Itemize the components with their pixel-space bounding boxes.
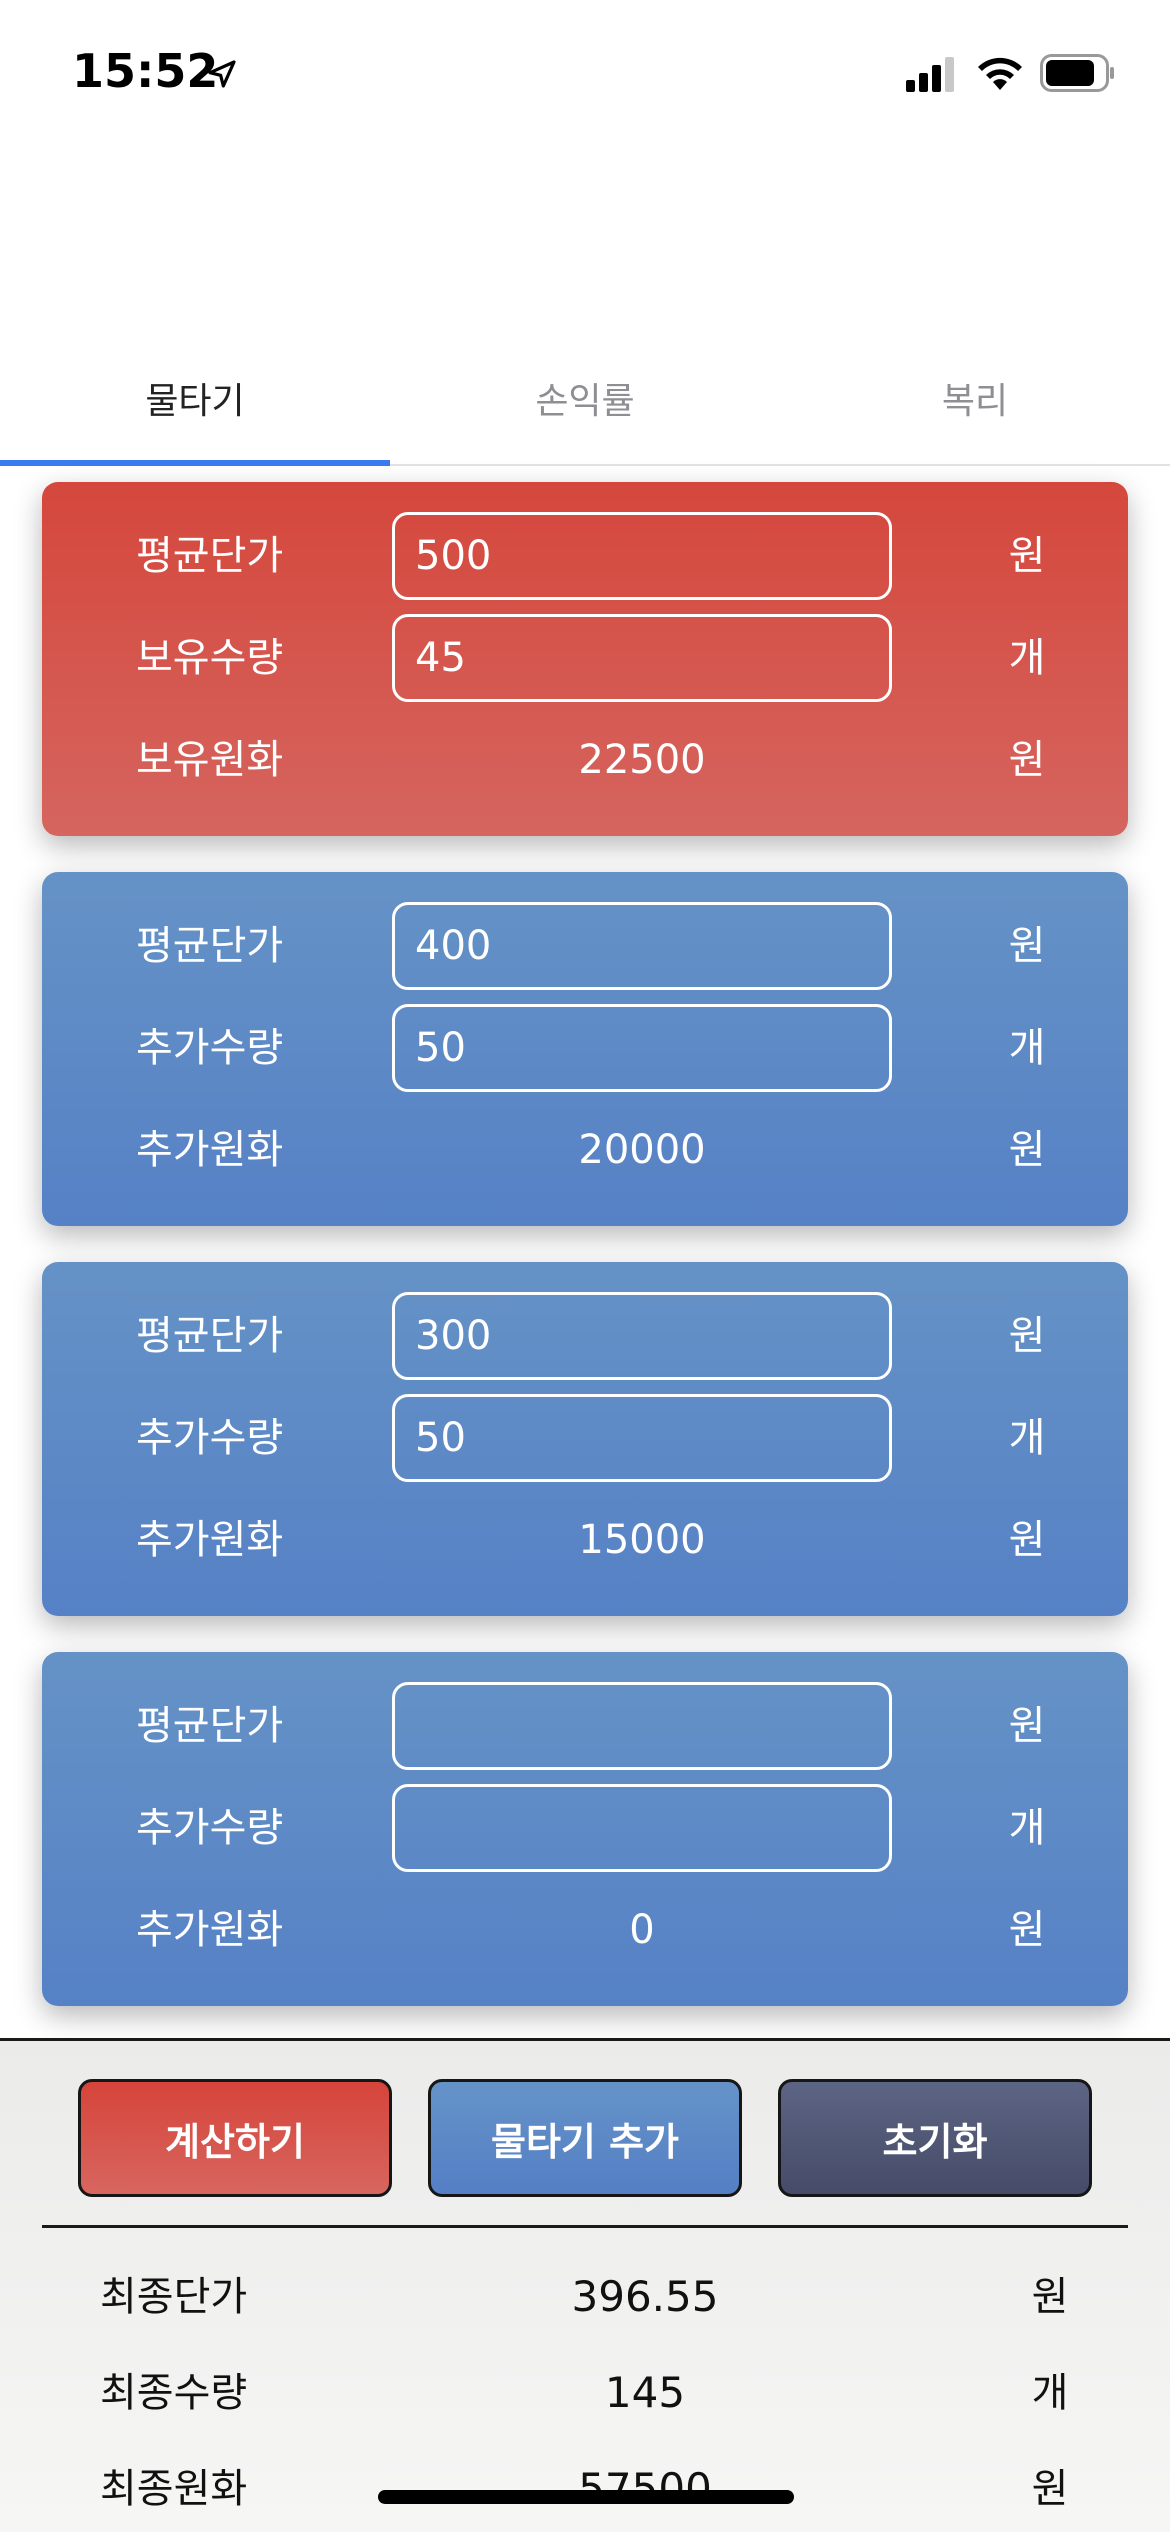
quantity-label: 추가수량 xyxy=(136,1805,284,1851)
amount-value: 15000 xyxy=(578,1517,706,1563)
card-row: 추가수량 개 xyxy=(42,1004,1128,1092)
unit-label: 원 xyxy=(1031,2466,1069,2512)
divider xyxy=(42,2225,1128,2228)
quantity-input[interactable] xyxy=(392,1004,892,1092)
tab-compound-interest[interactable]: 복리 xyxy=(941,381,1009,422)
additional-buy-card: 평균단가 원 추가수량 개 추가원화 20000 원 xyxy=(42,872,1128,1226)
quantity-label: 추가수량 xyxy=(136,1415,284,1461)
amount-label: 추가원화 xyxy=(136,1907,284,1953)
result-row: 최종수량 145 개 xyxy=(0,2353,1170,2433)
tab-bar: 물타기 손익률 복리 xyxy=(0,330,1170,466)
amount-label: 추가원화 xyxy=(136,1517,284,1563)
avg-price-label: 평균단가 xyxy=(136,1313,284,1359)
unit-label: 원 xyxy=(1008,737,1046,783)
amount-value: 0 xyxy=(629,1907,655,1953)
card-row: 평균단가 원 xyxy=(42,902,1128,990)
avg-price-label: 평균단가 xyxy=(136,533,284,579)
unit-label: 원 xyxy=(1008,1703,1046,1749)
add-averaging-button[interactable]: 물타기 추가 xyxy=(428,2079,742,2197)
avg-price-input[interactable] xyxy=(392,902,892,990)
result-row: 최종원화 57500 원 xyxy=(0,2449,1170,2529)
avg-price-label: 평균단가 xyxy=(136,1703,284,1749)
card-row: 추가수량 개 xyxy=(42,1784,1128,1872)
bottom-panel: 계산하기 물타기 추가 초기화 최종단가 396.55 원 최종수량 145 개… xyxy=(0,2038,1170,2532)
unit-label: 원 xyxy=(1008,923,1046,969)
quantity-label: 추가수량 xyxy=(136,1025,284,1071)
avg-price-input[interactable] xyxy=(392,512,892,600)
card-row: 평균단가 원 xyxy=(42,1292,1128,1380)
status-bar: 15:52 xyxy=(0,0,1170,150)
amount-value: 22500 xyxy=(578,737,706,783)
holding-card: 평균단가 원 보유수량 개 보유원화 22500 원 xyxy=(42,482,1128,836)
additional-buy-card: 평균단가 원 추가수량 개 추가원화 0 원 xyxy=(42,1652,1128,2006)
card-row: 추가원화 20000 원 xyxy=(42,1106,1128,1194)
tab-averaging[interactable]: 물타기 xyxy=(145,381,245,422)
quantity-label: 보유수량 xyxy=(136,635,284,681)
unit-label: 원 xyxy=(1008,1313,1046,1359)
unit-label: 개 xyxy=(1031,2370,1069,2416)
additional-buy-card: 평균단가 원 추가수량 개 추가원화 15000 원 xyxy=(42,1262,1128,1616)
card-row: 평균단가 원 xyxy=(42,1682,1128,1770)
unit-label: 원 xyxy=(1031,2274,1069,2320)
card-row: 추가원화 15000 원 xyxy=(42,1496,1128,1584)
unit-label: 원 xyxy=(1008,1907,1046,1953)
unit-label: 원 xyxy=(1008,1517,1046,1563)
unit-label: 개 xyxy=(1008,1025,1046,1071)
final-amount-value: 57500 xyxy=(578,2464,712,2513)
result-row: 최종단가 396.55 원 xyxy=(0,2257,1170,2337)
wifi-icon xyxy=(978,57,1022,90)
unit-label: 원 xyxy=(1008,533,1046,579)
avg-price-label: 평균단가 xyxy=(136,923,284,969)
final-amount-label: 최종원화 xyxy=(100,2466,248,2512)
location-arrow-icon xyxy=(208,60,236,88)
final-price-label: 최종단가 xyxy=(100,2274,248,2320)
card-row: 평균단가 원 xyxy=(42,512,1128,600)
amount-label: 추가원화 xyxy=(136,1127,284,1173)
card-row: 보유원화 22500 원 xyxy=(42,716,1128,804)
card-row: 추가원화 0 원 xyxy=(42,1886,1128,1974)
quantity-input[interactable] xyxy=(392,1394,892,1482)
battery-icon xyxy=(1040,54,1114,92)
unit-label: 원 xyxy=(1008,1127,1046,1173)
final-quantity-label: 최종수량 xyxy=(100,2370,248,2416)
card-row: 보유수량 개 xyxy=(42,614,1128,702)
card-row: 추가수량 개 xyxy=(42,1394,1128,1482)
unit-label: 개 xyxy=(1008,635,1046,681)
tab-profit-rate[interactable]: 손익률 xyxy=(535,381,635,422)
final-price-value: 396.55 xyxy=(571,2272,719,2321)
avg-price-input[interactable] xyxy=(392,1682,892,1770)
reset-button[interactable]: 초기화 xyxy=(778,2079,1092,2197)
calculate-button[interactable]: 계산하기 xyxy=(78,2079,392,2197)
home-indicator[interactable] xyxy=(378,2490,794,2504)
quantity-input[interactable] xyxy=(392,1784,892,1872)
amount-value: 20000 xyxy=(578,1127,706,1173)
active-tab-indicator xyxy=(0,460,390,466)
quantity-input[interactable] xyxy=(392,614,892,702)
avg-price-input[interactable] xyxy=(392,1292,892,1380)
amount-label: 보유원화 xyxy=(136,737,284,783)
status-time: 15:52 xyxy=(72,44,219,98)
final-quantity-value: 145 xyxy=(604,2368,686,2417)
unit-label: 개 xyxy=(1008,1805,1046,1851)
cellular-signal-icon xyxy=(906,57,954,92)
unit-label: 개 xyxy=(1008,1415,1046,1461)
